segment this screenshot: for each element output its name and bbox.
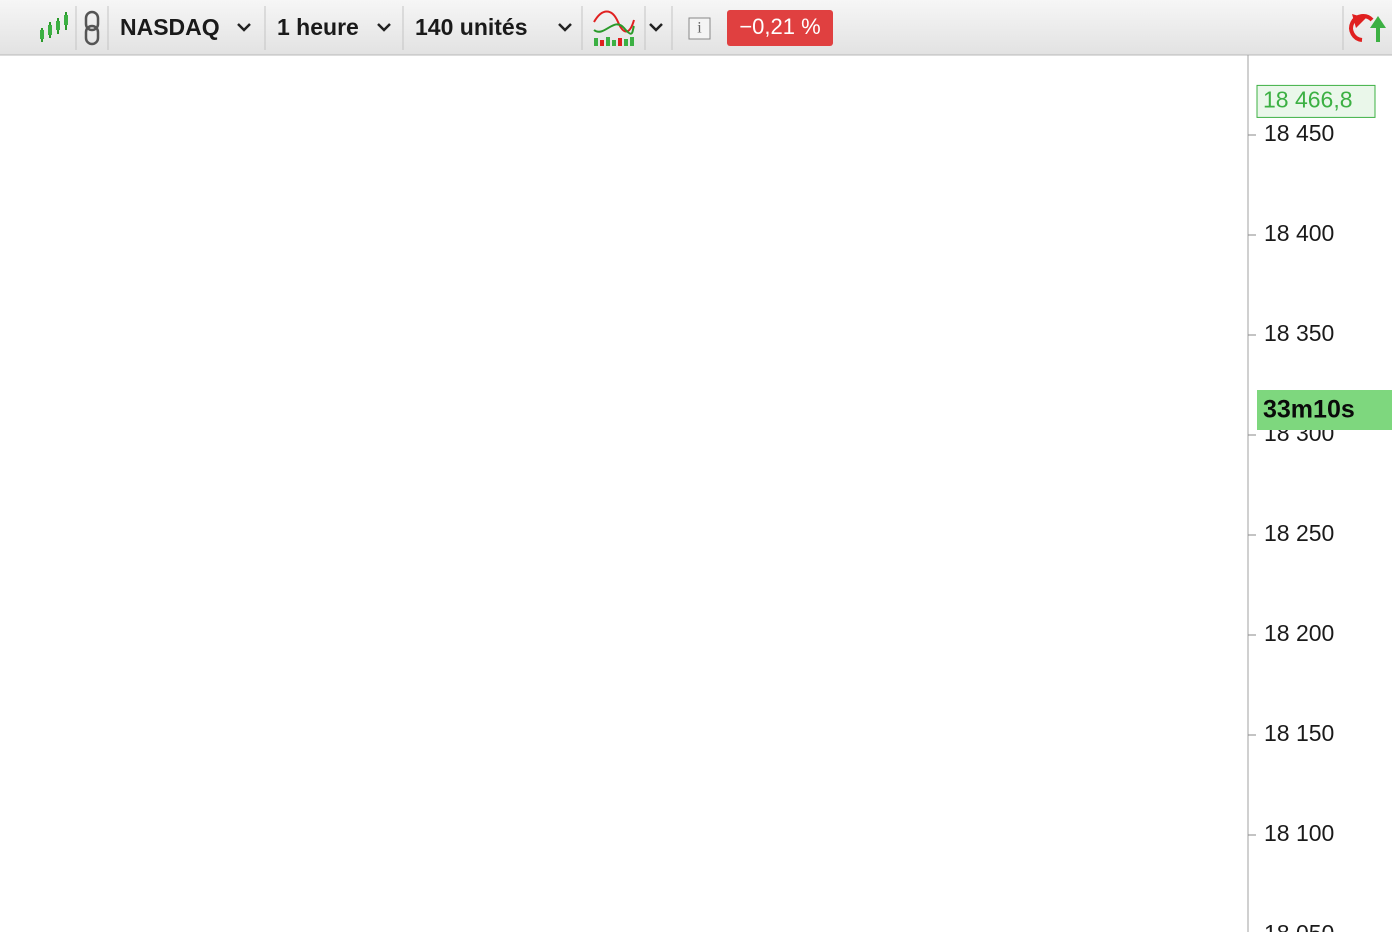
units-label: 140 unités: [415, 14, 528, 40]
interval-label: 1 heure: [277, 14, 359, 40]
svg-text:i: i: [697, 20, 702, 37]
info-button[interactable]: i: [688, 17, 711, 40]
y-tick-label: 18 100: [1264, 820, 1334, 846]
level-value-label: 18 466,8: [1263, 86, 1353, 112]
change-value: −0,21 %: [739, 14, 820, 39]
y-tick-label: 18 250: [1264, 520, 1334, 546]
y-tick-label: 18 450: [1264, 120, 1334, 146]
units-selector[interactable]: 140 unités: [415, 14, 572, 40]
countdown-box: [1257, 390, 1392, 430]
y-tick-label: 18 150: [1264, 720, 1334, 746]
refresh-button[interactable]: [1349, 14, 1386, 42]
interval-selector[interactable]: 1 heure: [277, 14, 391, 40]
instrument-name: NASDAQ: [120, 14, 220, 40]
indicators-button[interactable]: [593, 10, 635, 47]
link-button[interactable]: [84, 10, 100, 46]
y-tick-label: 18 050: [1264, 920, 1334, 932]
y-tick-label: 18 400: [1264, 220, 1334, 246]
toolbar: NASDAQ 1 heure 140 unités i −0,21 %: [0, 0, 1392, 56]
indicators-menu[interactable]: [649, 23, 663, 32]
level-value-box: [1256, 84, 1376, 118]
y-tick-label: 18 200: [1264, 620, 1334, 646]
countdown: 33m10s: [1263, 396, 1355, 424]
chart-type-button[interactable]: [40, 12, 68, 42]
instrument-selector[interactable]: NASDAQ: [120, 14, 251, 40]
y-tick-label: 18 350: [1264, 320, 1334, 346]
change-badge: [727, 10, 833, 46]
